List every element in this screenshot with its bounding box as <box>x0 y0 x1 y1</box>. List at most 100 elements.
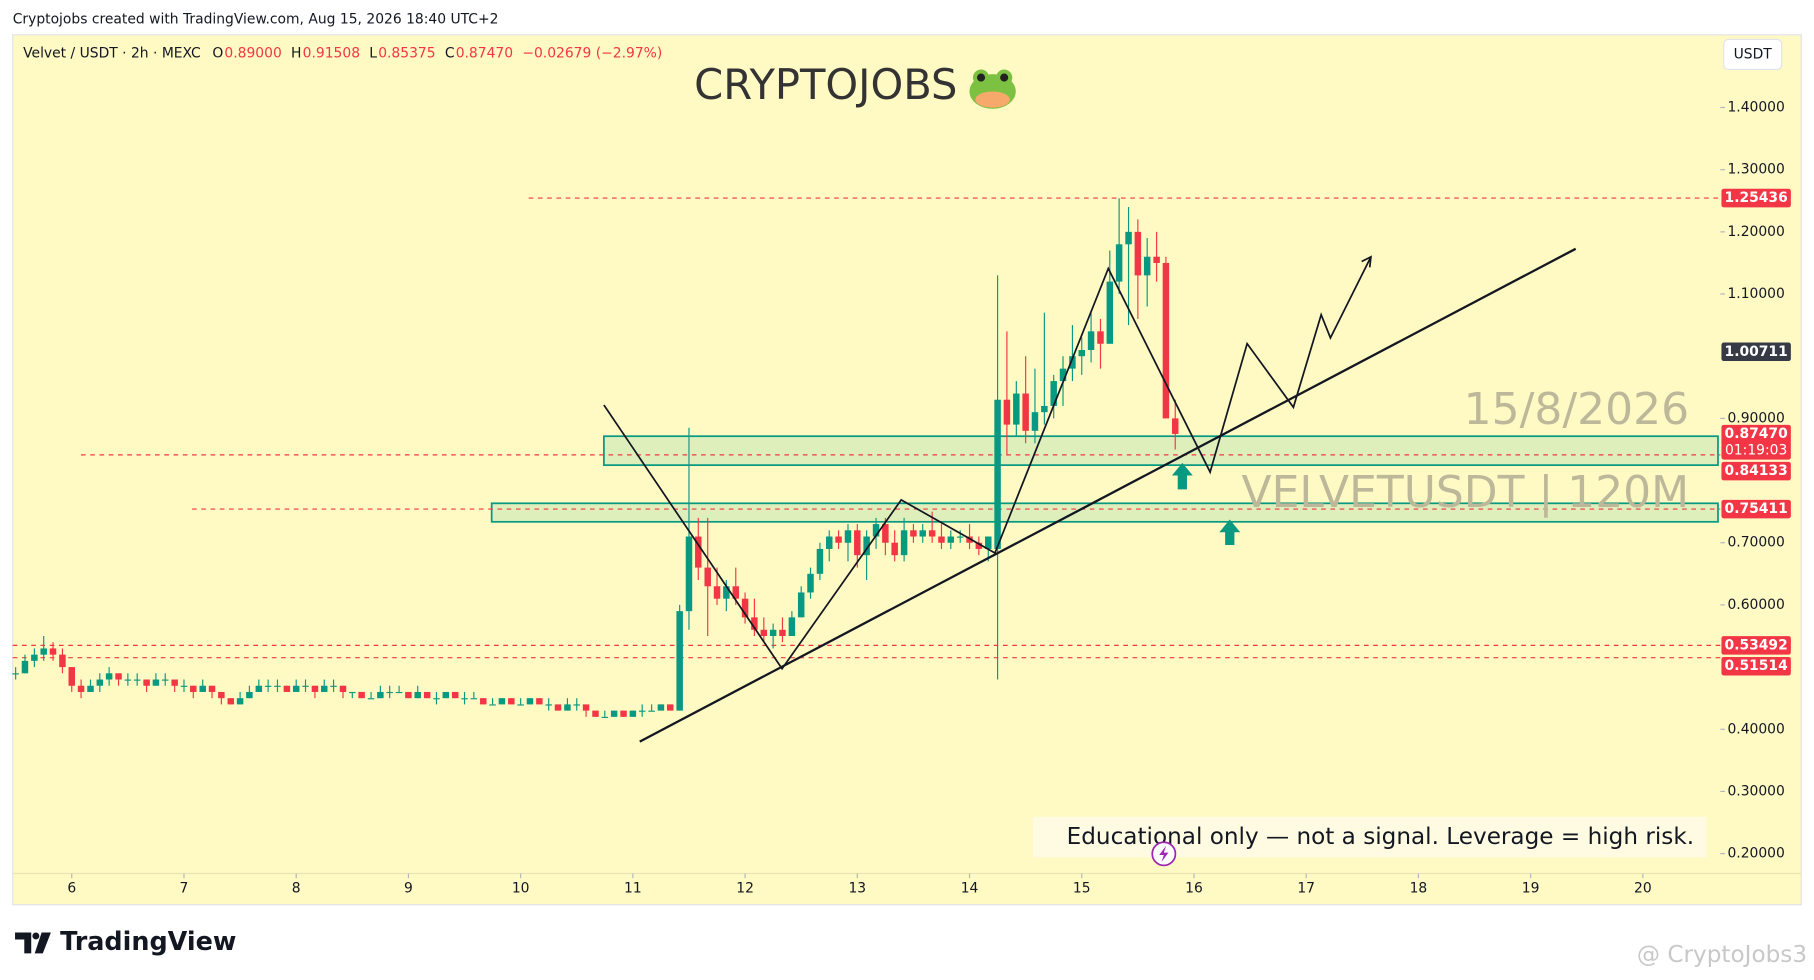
support-zone <box>490 502 1719 523</box>
legend-item: C <box>445 45 455 61</box>
candle-body <box>956 536 964 538</box>
x-tick-label: 7 <box>180 881 189 897</box>
candle-body <box>433 698 440 700</box>
brand-glyph <box>32 932 40 940</box>
candle-body <box>1059 368 1067 382</box>
candle-body <box>1022 393 1029 431</box>
candle-body <box>77 685 85 692</box>
price-label-bg <box>1721 461 1791 481</box>
candle-body <box>536 698 543 705</box>
price-label-bg <box>1721 342 1791 362</box>
currency-button-bg[interactable] <box>1723 38 1783 71</box>
price-label: 1.00711 <box>1725 344 1788 360</box>
candle-body <box>87 685 94 692</box>
candle-body <box>152 679 160 686</box>
candle-body <box>246 691 253 699</box>
legend-item: 0.91508 <box>303 45 360 61</box>
price-label-bg <box>1721 656 1791 676</box>
price-lines <box>12 197 1721 659</box>
candle-body <box>601 716 609 718</box>
x-tick-label: 6 <box>67 881 76 897</box>
candle-body <box>695 536 702 568</box>
brand-glyph <box>34 932 51 954</box>
candle-body <box>1171 418 1179 434</box>
candle-body <box>1013 393 1020 425</box>
candle-body <box>882 524 889 543</box>
legend-item: H <box>291 45 301 61</box>
candle-body <box>264 685 272 687</box>
candle-body <box>826 536 833 549</box>
support-zone <box>603 435 1719 466</box>
candle-body <box>797 592 805 618</box>
candle-body <box>1031 412 1039 431</box>
candle-body <box>685 536 693 612</box>
candle-body <box>1134 231 1142 276</box>
candle-body <box>1115 244 1123 282</box>
brand-name: TradingView <box>60 927 236 957</box>
candle-body <box>732 586 740 599</box>
x-tick-label: 14 <box>961 881 979 897</box>
candle-body <box>405 691 412 699</box>
candle-body <box>498 698 506 705</box>
y-tick-label: 1.10000 <box>1727 286 1784 302</box>
candle-body <box>985 536 992 549</box>
candle-body <box>423 691 431 699</box>
y-tick-label: 1.30000 <box>1727 162 1784 178</box>
candle-body <box>190 685 197 692</box>
currency-button[interactable]: USDT <box>1723 38 1783 71</box>
projection-path <box>603 256 1372 671</box>
candle-body <box>751 617 758 630</box>
candle-body <box>517 704 524 706</box>
price-label-bg <box>1721 188 1791 208</box>
zones <box>490 435 1719 523</box>
y-tick-label: 1.20000 <box>1727 224 1784 240</box>
candle-body <box>938 536 945 543</box>
candle-body <box>451 691 459 699</box>
candle-body <box>330 685 337 687</box>
candle-body <box>349 691 356 694</box>
candle-body <box>994 399 1001 549</box>
candle-body <box>171 679 178 686</box>
up-arrow <box>1171 462 1193 490</box>
x-tick-label: 18 <box>1410 881 1428 897</box>
x-tick-label: 10 <box>512 881 530 897</box>
candle-body <box>573 704 580 706</box>
candle-body <box>218 691 225 699</box>
legend-item: L <box>369 45 377 61</box>
candle-body <box>115 673 122 680</box>
lightning-icon[interactable] <box>1151 841 1177 867</box>
candle-body <box>704 567 711 587</box>
candle-body <box>161 679 169 681</box>
currency-button-label[interactable]: USDT <box>1734 46 1773 62</box>
up-arrow <box>1219 519 1241 545</box>
candle-body <box>807 573 814 593</box>
price-label-bg <box>1721 424 1791 460</box>
candle-body <box>1041 405 1048 413</box>
candle-body <box>40 648 47 655</box>
disclaimer-box <box>1033 816 1707 858</box>
lightning[interactable] <box>1159 845 1169 862</box>
candle-body <box>835 536 842 543</box>
candle-body <box>638 710 646 712</box>
frog-icon <box>969 69 1016 109</box>
candle-body <box>339 685 347 692</box>
candle-body <box>143 679 150 686</box>
candle-body <box>666 704 674 711</box>
candle-body <box>592 710 599 717</box>
x-tick-label: 16 <box>1185 881 1203 897</box>
candle-body <box>648 710 655 712</box>
candle-body <box>377 691 384 699</box>
y-tick-label: 0.40000 <box>1727 721 1784 737</box>
candle-body <box>610 710 618 717</box>
candle-body <box>554 704 562 711</box>
candle-body <box>1050 381 1057 406</box>
candle-body <box>741 598 749 618</box>
brand: TradingView <box>15 927 236 957</box>
candle-body <box>236 698 244 705</box>
candle-body <box>891 542 898 556</box>
candle-body <box>1078 349 1085 357</box>
candle-body <box>180 685 188 687</box>
price-label-bg <box>1721 636 1791 655</box>
candle-body <box>900 530 908 556</box>
